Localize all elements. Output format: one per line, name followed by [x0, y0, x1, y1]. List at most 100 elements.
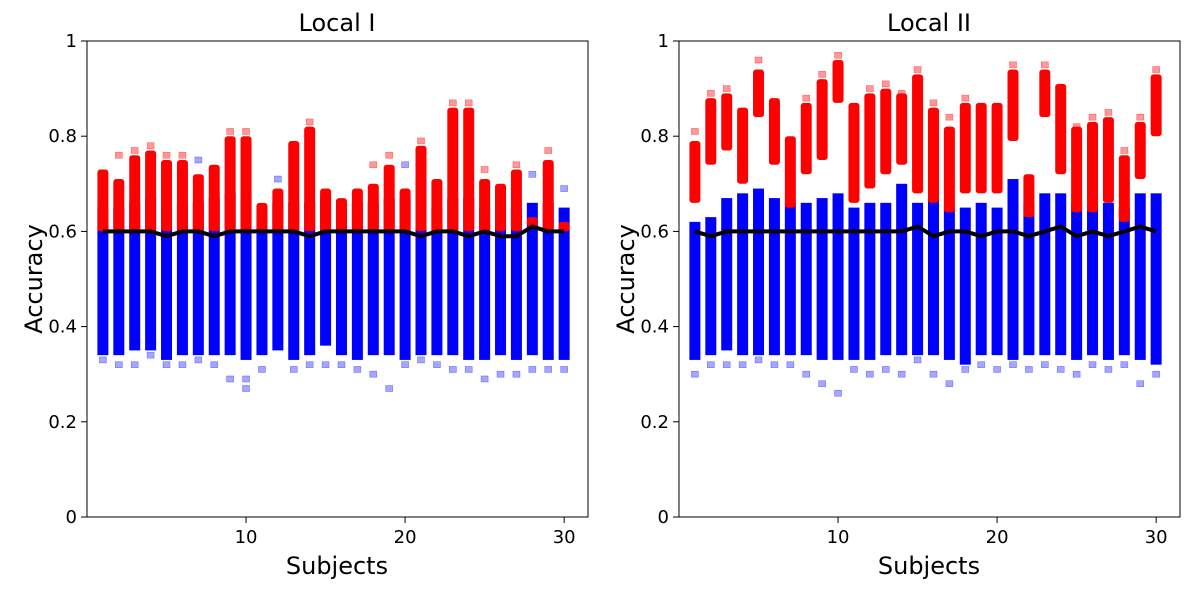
below-chance-column	[145, 198, 157, 351]
y-tick-label: 0	[66, 507, 77, 528]
above-chance-point	[770, 99, 779, 107]
above-chance-column	[784, 136, 796, 208]
below-chance-column	[431, 207, 443, 356]
x-tick-label: 30	[1145, 527, 1168, 548]
below-chance-column	[864, 202, 876, 360]
above-chance-column	[272, 188, 284, 232]
below-chance-column	[463, 198, 475, 360]
above-chance-point	[945, 113, 954, 121]
below-chance-point	[1152, 370, 1160, 378]
below-chance-column	[415, 202, 427, 356]
below-chance-point	[897, 370, 906, 378]
above-chance-column	[367, 183, 379, 232]
above-chance-point	[385, 151, 393, 159]
above-chance-column	[912, 74, 924, 194]
below-chance-point	[353, 366, 362, 373]
below-chance-point	[480, 375, 489, 383]
below-chance-column	[848, 207, 860, 360]
below-chance-column	[97, 207, 109, 356]
above-chance-column	[192, 174, 204, 232]
below-chance-column	[1087, 202, 1099, 356]
above-chance-column	[927, 107, 939, 203]
below-chance-point	[162, 361, 171, 368]
above-chance-column	[832, 60, 844, 103]
below-chance-point	[1072, 370, 1081, 378]
below-chance-column	[447, 198, 459, 356]
below-chance-point	[770, 361, 779, 368]
above-chance-column	[256, 202, 268, 232]
above-chance-column	[495, 183, 507, 232]
y-tick-label: 0.8	[640, 126, 669, 147]
below-chance-column	[542, 202, 554, 360]
above-chance-point	[242, 128, 250, 135]
below-chance-point	[146, 351, 155, 359]
above-chance-column	[705, 98, 717, 165]
above-chance-point	[178, 151, 187, 159]
above-chance-column	[447, 107, 459, 232]
below-chance-column	[224, 193, 236, 356]
below-chance-point	[722, 361, 731, 368]
above-chance-point	[754, 56, 763, 64]
below-chance-column	[1118, 207, 1130, 356]
above-chance-column	[176, 160, 188, 232]
below-chance-column	[705, 217, 717, 356]
y-tick-label: 1	[658, 31, 669, 52]
above-chance-point	[691, 128, 699, 135]
above-chance-column	[351, 188, 363, 232]
below-chance-column	[784, 202, 796, 356]
x-tick-label: 30	[553, 527, 576, 548]
above-chance-point	[146, 142, 155, 150]
below-chance-point	[1104, 366, 1113, 373]
above-chance-point	[1136, 113, 1145, 121]
above-chance-column	[431, 179, 443, 232]
below-chance-point	[194, 356, 203, 364]
below-chance-point	[1136, 380, 1145, 388]
below-chance-point	[913, 356, 922, 364]
above-chance-column	[800, 102, 812, 175]
below-chance-column	[113, 207, 125, 356]
y-tick-label: 0.6	[48, 221, 77, 242]
below-chance-column	[1134, 193, 1146, 360]
below-chance-column	[272, 202, 284, 351]
above-chance-column	[479, 179, 491, 232]
below-chance-column	[753, 188, 765, 356]
threshold-line	[694, 224, 1157, 239]
below-chance-column	[1039, 193, 1051, 356]
below-chance-point	[707, 361, 715, 368]
above-chance-column	[1134, 121, 1146, 180]
above-chance-point	[115, 151, 123, 159]
below-chance-column	[129, 202, 141, 351]
y-tick-label: 0.4	[640, 317, 669, 338]
below-chance-point	[544, 366, 553, 373]
below-chance-point	[754, 356, 763, 364]
y-tick-label: 0.8	[48, 126, 77, 147]
above-chance-column	[145, 150, 157, 232]
below-chance-point	[818, 380, 826, 388]
y-tick-label: 0.4	[48, 317, 77, 338]
above-chance-point	[1041, 61, 1049, 69]
above-chance-column	[383, 164, 395, 232]
below-chance-column	[991, 207, 1003, 356]
above-chance-point	[480, 166, 489, 173]
above-chance-column	[1118, 155, 1130, 222]
above-chance-point	[961, 94, 970, 102]
above-chance-point	[834, 51, 842, 59]
above-chance-point	[929, 99, 938, 107]
below-chance-point	[929, 370, 938, 378]
x-tick-label: 10	[827, 527, 850, 548]
below-chance-column	[192, 202, 204, 356]
above-chance-point	[305, 118, 314, 126]
above-chance-point	[1104, 109, 1113, 116]
below-chance-point	[464, 366, 473, 373]
above-chance-column	[848, 102, 860, 203]
above-chance-column	[768, 98, 780, 165]
above-chance-column	[399, 188, 411, 232]
below-chance-column	[1055, 193, 1067, 356]
above-chance-column	[975, 102, 987, 194]
above-chance-column	[542, 160, 554, 232]
below-chance-column	[351, 202, 363, 360]
below-chance-point	[496, 370, 505, 378]
below-chance-point	[560, 185, 568, 192]
threshold-line	[102, 224, 565, 239]
